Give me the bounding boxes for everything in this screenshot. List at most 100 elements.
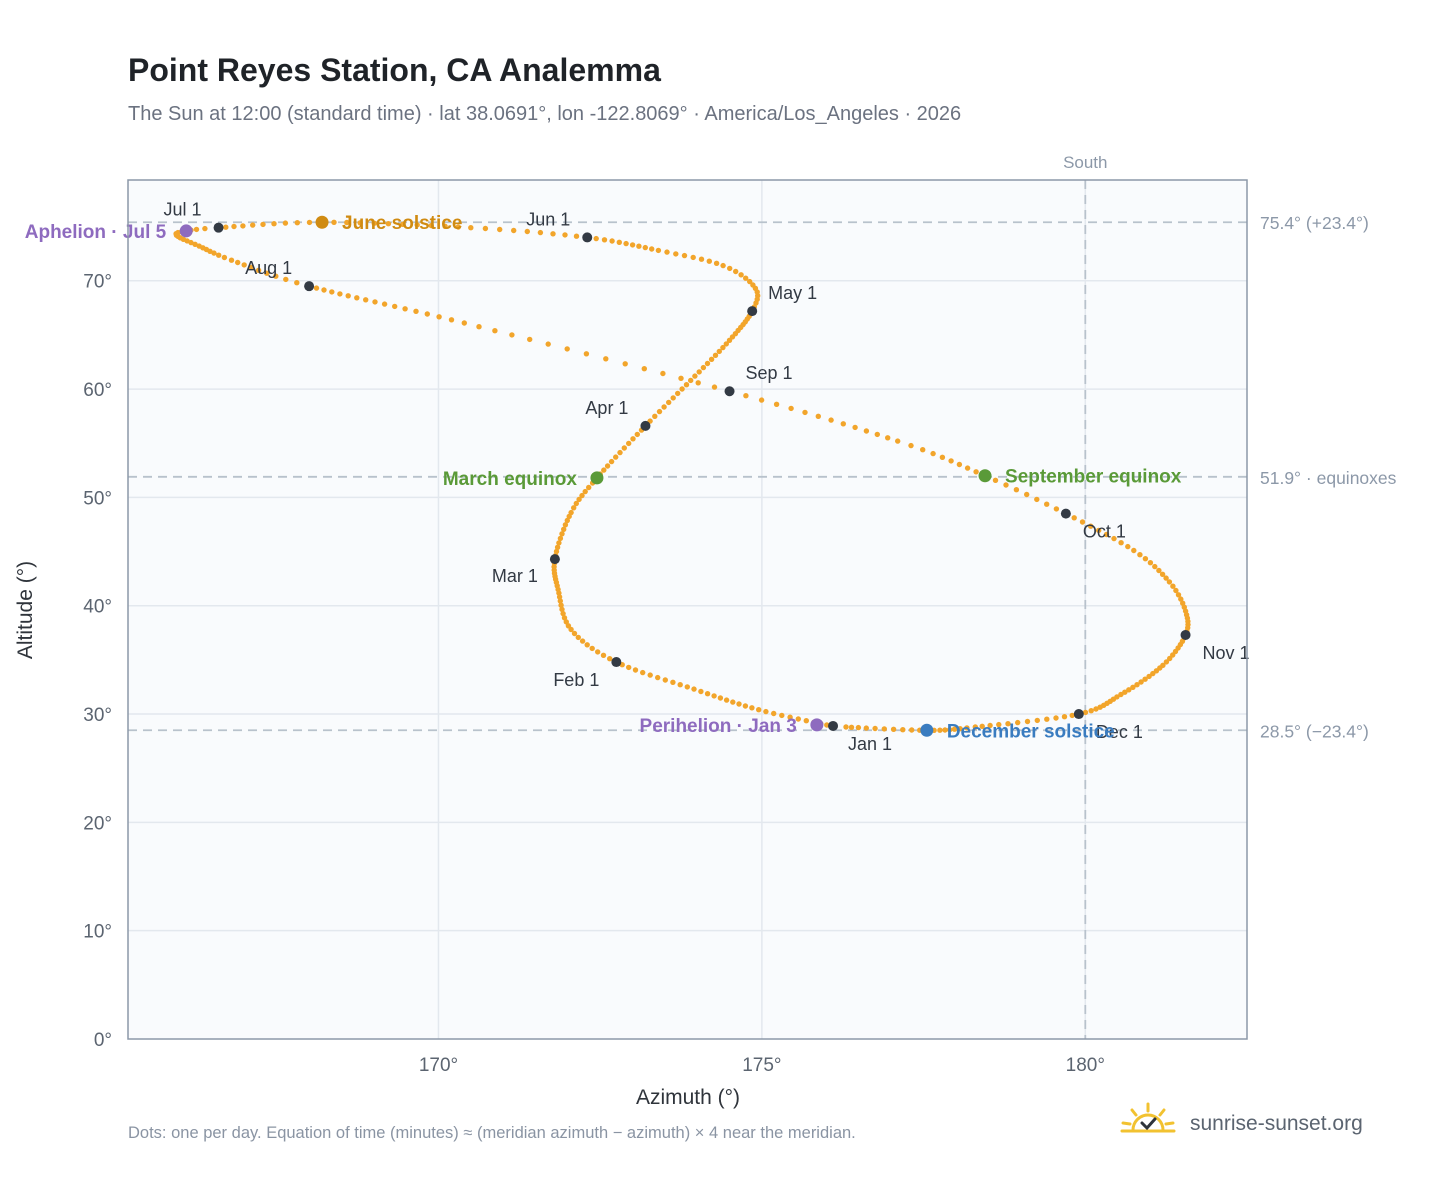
daily-sun-dot <box>545 341 551 347</box>
month-marker-dot <box>213 222 224 233</box>
daily-sun-dot <box>937 727 943 733</box>
daily-sun-dot <box>1125 543 1131 550</box>
daily-sun-dot <box>863 725 869 731</box>
daily-sun-dot <box>537 229 544 236</box>
daily-sun-dot <box>331 219 337 225</box>
daily-sun-dot <box>634 431 640 438</box>
daily-sun-dot <box>881 726 887 732</box>
daily-sun-dot <box>497 226 503 233</box>
daily-sun-dot <box>948 458 954 464</box>
daily-sun-dot <box>756 707 762 713</box>
daily-sun-dot <box>655 247 662 254</box>
daily-sun-dot <box>972 724 978 730</box>
daily-sun-dot <box>603 356 609 362</box>
daily-sun-dot <box>1146 673 1152 680</box>
daily-sun-dot <box>1159 571 1166 577</box>
daily-sun-dot <box>920 447 926 453</box>
month-marker-label: Aug 1 <box>245 258 292 278</box>
daily-sun-dot <box>372 299 378 305</box>
daily-sun-dot <box>683 382 690 388</box>
daily-sun-dot <box>564 346 570 352</box>
daily-sun-dot <box>1013 487 1020 493</box>
event-marker-label: June solstice <box>342 213 462 234</box>
daily-sun-dot <box>448 317 455 323</box>
daily-sun-dot <box>601 467 607 473</box>
daily-sun-dot <box>241 262 247 268</box>
daily-sun-dot <box>640 669 646 676</box>
month-marker-label: Mar 1 <box>492 566 538 586</box>
daily-sun-dot <box>1138 679 1144 685</box>
daily-sun-dot <box>660 370 666 377</box>
daily-sun-dot <box>681 252 688 259</box>
daily-sun-dot <box>468 225 474 231</box>
daily-sun-dot <box>601 237 608 243</box>
daily-sun-dot <box>895 438 901 444</box>
daily-sun-dot <box>695 380 701 386</box>
daily-sun-dot <box>556 540 562 546</box>
daily-sun-dot <box>1069 712 1075 719</box>
daily-sun-dot <box>492 328 498 334</box>
daily-sun-dot <box>402 306 408 312</box>
daily-sun-dot <box>202 225 208 232</box>
daily-sun-dot <box>228 257 235 263</box>
daily-sun-dot <box>571 505 577 511</box>
footnote: Dots: one per day. Equation of time (min… <box>128 1124 856 1142</box>
month-marker-dot <box>828 720 839 731</box>
daily-sun-dot <box>589 645 595 652</box>
daily-sun-dot <box>306 219 313 226</box>
daily-sun-dot <box>455 224 461 230</box>
daily-sun-dot <box>1118 691 1124 698</box>
daily-sun-dot <box>414 222 420 228</box>
daily-sun-dot <box>321 287 327 293</box>
daily-sun-dot <box>400 221 406 227</box>
event-marker-dot <box>978 469 992 483</box>
daily-sun-dot <box>743 393 749 399</box>
daily-sun-dot <box>564 517 570 524</box>
daily-sun-dot <box>216 252 222 258</box>
daily-sun-dot <box>1093 706 1099 712</box>
daily-sun-dot <box>727 265 733 272</box>
daily-sun-dot <box>930 450 936 457</box>
daily-sun-dot <box>1131 547 1137 554</box>
daily-sun-dot <box>951 726 958 732</box>
daily-sun-dot <box>482 225 489 232</box>
daily-sun-dot <box>788 405 794 412</box>
daily-sun-dot <box>662 677 668 683</box>
daily-sun-dot <box>271 221 277 227</box>
daily-sun-dot <box>1053 715 1059 721</box>
event-marker-dot <box>590 471 604 485</box>
brand[interactable]: sunrise-sunset.org <box>1120 1102 1363 1146</box>
reference-lines <box>128 180 1247 1039</box>
daily-sun-dot <box>1034 717 1041 724</box>
daily-sun-dot <box>413 308 419 314</box>
daily-sun-dot <box>1088 708 1094 714</box>
month-marker-label: May 1 <box>768 283 817 303</box>
daily-sun-dot <box>1178 596 1184 602</box>
sun-logo-icon <box>1120 1102 1176 1133</box>
daily-sun-dot <box>1044 716 1050 722</box>
y-tick-label: 20° <box>83 813 112 834</box>
daily-sun-dot <box>608 458 615 465</box>
daily-sun-dot <box>872 725 878 732</box>
plot-frame <box>127 179 1248 1040</box>
daily-sun-dot <box>250 222 256 228</box>
daily-sun-dot <box>647 672 653 678</box>
daily-sun-dot <box>554 544 561 550</box>
daily-sun-dot <box>576 496 582 503</box>
daily-sun-dot <box>787 714 793 720</box>
month-marker-dot <box>724 386 735 397</box>
y-tick-label: 30° <box>83 705 112 726</box>
daily-sun-dot <box>747 278 753 285</box>
event-marker-label: Aphelion · Jul 5 <box>25 222 167 243</box>
daily-sun-dot <box>874 431 880 438</box>
daily-sun-dot <box>723 341 729 347</box>
daily-sun-dot <box>677 682 683 688</box>
daily-sun-dot <box>649 246 655 252</box>
daily-sun-dot <box>642 244 648 251</box>
month-marker-label: Jun 1 <box>526 209 570 229</box>
daily-sun-dot <box>1142 556 1149 562</box>
daily-sun-dot <box>964 465 971 471</box>
daily-sun-dot <box>996 721 1002 728</box>
daily-sun-dot <box>1122 689 1128 695</box>
